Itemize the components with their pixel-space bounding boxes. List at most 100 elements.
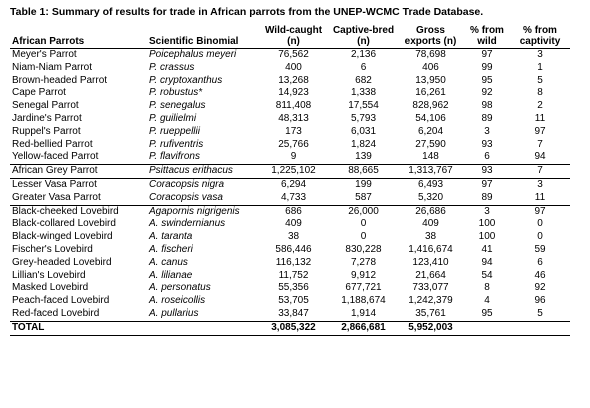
cell-pct-from-captivity: 92 — [534, 282, 546, 294]
cell-common-name: Senegal Parrot — [12, 100, 79, 112]
cell-common-name: Fischer's Lovebird — [12, 243, 93, 255]
table-row: Ruppel's Parrot P. rueppellii 173 6,031 6,20… — [10, 126, 570, 139]
cell-gross-exports: 21,664 — [415, 269, 446, 281]
cell-pct-from-captivity: 7 — [537, 138, 543, 150]
cell-pct-from-wild: 97 — [481, 49, 493, 60]
cell-gross-exports: 26,686 — [397, 204, 464, 219]
cell-captive-bred: 0 — [360, 218, 367, 230]
cell-common-name: African Grey Parrot — [10, 164, 147, 179]
cell-gross-exports: 1,313,767 — [397, 164, 464, 179]
cell-pct-from-captivity: 7 — [510, 164, 570, 179]
cell-captive-bred: 6,031 — [350, 125, 377, 137]
cell-pct-from-captivity: 3 — [510, 177, 570, 192]
cell-pct-from-captivity: 5 — [537, 74, 543, 86]
header-captive-bred: Captive-bred (n) — [330, 25, 397, 49]
parrot-trade-table: African Parrots Scientific Binomial Wild… — [10, 25, 570, 335]
cell-captive-bred: 6 — [360, 61, 367, 73]
cell-pct-from-wild: 3 — [464, 204, 510, 219]
cell-captive-bred: 1,188,674 — [341, 295, 386, 307]
cell-gross-exports: 733,077 — [412, 282, 449, 294]
cell-pct-from-captivity: 0 — [537, 218, 543, 230]
cell-wild-caught: 400 — [285, 61, 302, 73]
cell-scientific-binomial: P. robustus* — [149, 87, 203, 99]
cell-wild-caught: 38 — [287, 231, 300, 243]
cell-pct-from-captivity: 11 — [534, 191, 546, 203]
table-caption: Table 1: Summary of results for trade in… — [10, 6, 484, 18]
cell-wild-caught: 11,752 — [278, 269, 309, 281]
cell-captive-bred: 682 — [355, 74, 372, 86]
cell-scientific-binomial: A. roseicollis — [149, 295, 206, 307]
table-row: Black-cheeked Lovebird Agapornis nigrigen… — [10, 204, 570, 219]
cell-gross-exports: 123,410 — [412, 256, 449, 268]
cell-wild-caught: 14,923 — [278, 87, 309, 99]
table-row: Senegal Parrot P. senegalus 811,408 17,554 8… — [10, 100, 570, 113]
cell-scientific-binomial: Coracopsis vasa — [149, 191, 223, 203]
cell-scientific-binomial: A. pullarius — [149, 307, 199, 319]
cell-pct-from-wild: 41 — [481, 243, 493, 255]
table-row: African Grey Parrot Psittacus erithacus 1,… — [10, 164, 570, 179]
cell-pct-from-captivity: 1 — [537, 61, 543, 73]
cell-wild-caught: 9 — [290, 151, 297, 163]
cell-captive-bred: 199 — [330, 177, 397, 192]
cell-pct-from-wild: 4 — [484, 295, 490, 307]
cell-pct-from-wild: 99 — [481, 61, 493, 73]
total-row: TOTAL 3,085,322 2,866,681 5,952,003 — [10, 320, 570, 335]
cell-pct-from-captivity: 5 — [537, 307, 543, 319]
cell-captive-bred: 2,136 — [350, 49, 377, 60]
cell-pct-from-wild: 3 — [484, 125, 490, 137]
cell-captive-bred: 1,338 — [350, 87, 377, 99]
table-row: Black-winged Lovebird A. taranta 38 0 38 100 0 — [10, 231, 570, 244]
table-row: Grey-headed Lovebird A. canus 116,132 7,278… — [10, 257, 570, 270]
cell-scientific-binomial: A. taranta — [149, 231, 193, 243]
header-row: African Parrots Scientific Binomial Wild… — [10, 25, 570, 49]
cell-scientific-binomial: A. personatus — [149, 282, 211, 294]
header-gross-exports: Gross exports (n) — [397, 25, 464, 49]
cell-wild-caught: 33,847 — [278, 307, 309, 319]
cell-scientific-binomial: P. senegalus — [149, 100, 206, 112]
cell-wild-caught: 13,268 — [278, 74, 309, 86]
cell-common-name: Lillian's Lovebird — [12, 269, 86, 281]
cell-scientific-binomial: P. cryptoxanthus — [149, 74, 223, 86]
cell-pct-from-captivity: 6 — [537, 256, 543, 268]
cell-pct-from-wild: 89 — [481, 191, 493, 203]
cell-wild-caught: 686 — [257, 204, 330, 219]
total-empty-cell — [147, 320, 257, 335]
table-row: Fischer's Lovebird A. fischeri 586,446 830,… — [10, 244, 570, 257]
cell-wild-caught: 6,294 — [257, 177, 330, 192]
table-row: Yellow-faced Parrot P. flavifrons 9 139 148 6… — [10, 151, 570, 164]
cell-captive-bred: 830,228 — [345, 243, 382, 255]
table-row: Black-collared Lovebird A. swindernianus 4… — [10, 218, 570, 231]
table-row: Lesser Vasa Parrot Coracopsis nigra 6,294 1… — [10, 177, 570, 192]
cell-common-name: Black-winged Lovebird — [12, 231, 113, 243]
cell-gross-exports: 38 — [424, 231, 437, 243]
cell-captive-bred: 88,665 — [330, 164, 397, 179]
cell-scientific-binomial: A. canus — [149, 256, 188, 268]
cell-pct-from-captivity: 0 — [537, 231, 543, 243]
header-pct-from-captivity: % from captivity — [510, 25, 570, 49]
cell-wild-caught: 48,313 — [278, 112, 309, 124]
cell-captive-bred: 139 — [355, 151, 372, 163]
cell-captive-bred: 677,721 — [345, 282, 382, 294]
cell-gross-exports: 6,204 — [417, 125, 444, 137]
cell-pct-from-wild: 93 — [481, 138, 493, 150]
cell-pct-from-captivity: 97 — [510, 204, 570, 219]
cell-common-name: Cape Parrot — [12, 87, 66, 99]
cell-pct-from-wild: 100 — [478, 218, 496, 230]
table-bottom-rule — [10, 335, 570, 336]
total-empty-cell — [464, 320, 510, 335]
cell-pct-from-captivity: 46 — [534, 269, 546, 281]
table-body: Meyer's Parrot Poicephalus meyeri 76,562 2,… — [10, 49, 570, 335]
cell-wild-caught: 586,446 — [275, 243, 312, 255]
cell-common-name: Black-collared Lovebird — [12, 218, 116, 230]
cell-gross-exports: 6,493 — [397, 177, 464, 192]
cell-scientific-binomial: A. swindernianus — [149, 218, 226, 230]
cell-pct-from-wild: 93 — [464, 164, 510, 179]
cell-pct-from-captivity: 94 — [534, 151, 546, 163]
cell-pct-from-captivity: 59 — [534, 243, 546, 255]
cell-gross-exports: 1,416,674 — [408, 243, 453, 255]
cell-pct-from-wild: 95 — [481, 74, 493, 86]
cell-wild-caught: 116,132 — [275, 256, 312, 268]
cell-captive-bred: 1,914 — [350, 307, 377, 319]
cell-scientific-binomial: P. crassus — [149, 61, 195, 73]
cell-wild-caught: 55,356 — [278, 282, 309, 294]
